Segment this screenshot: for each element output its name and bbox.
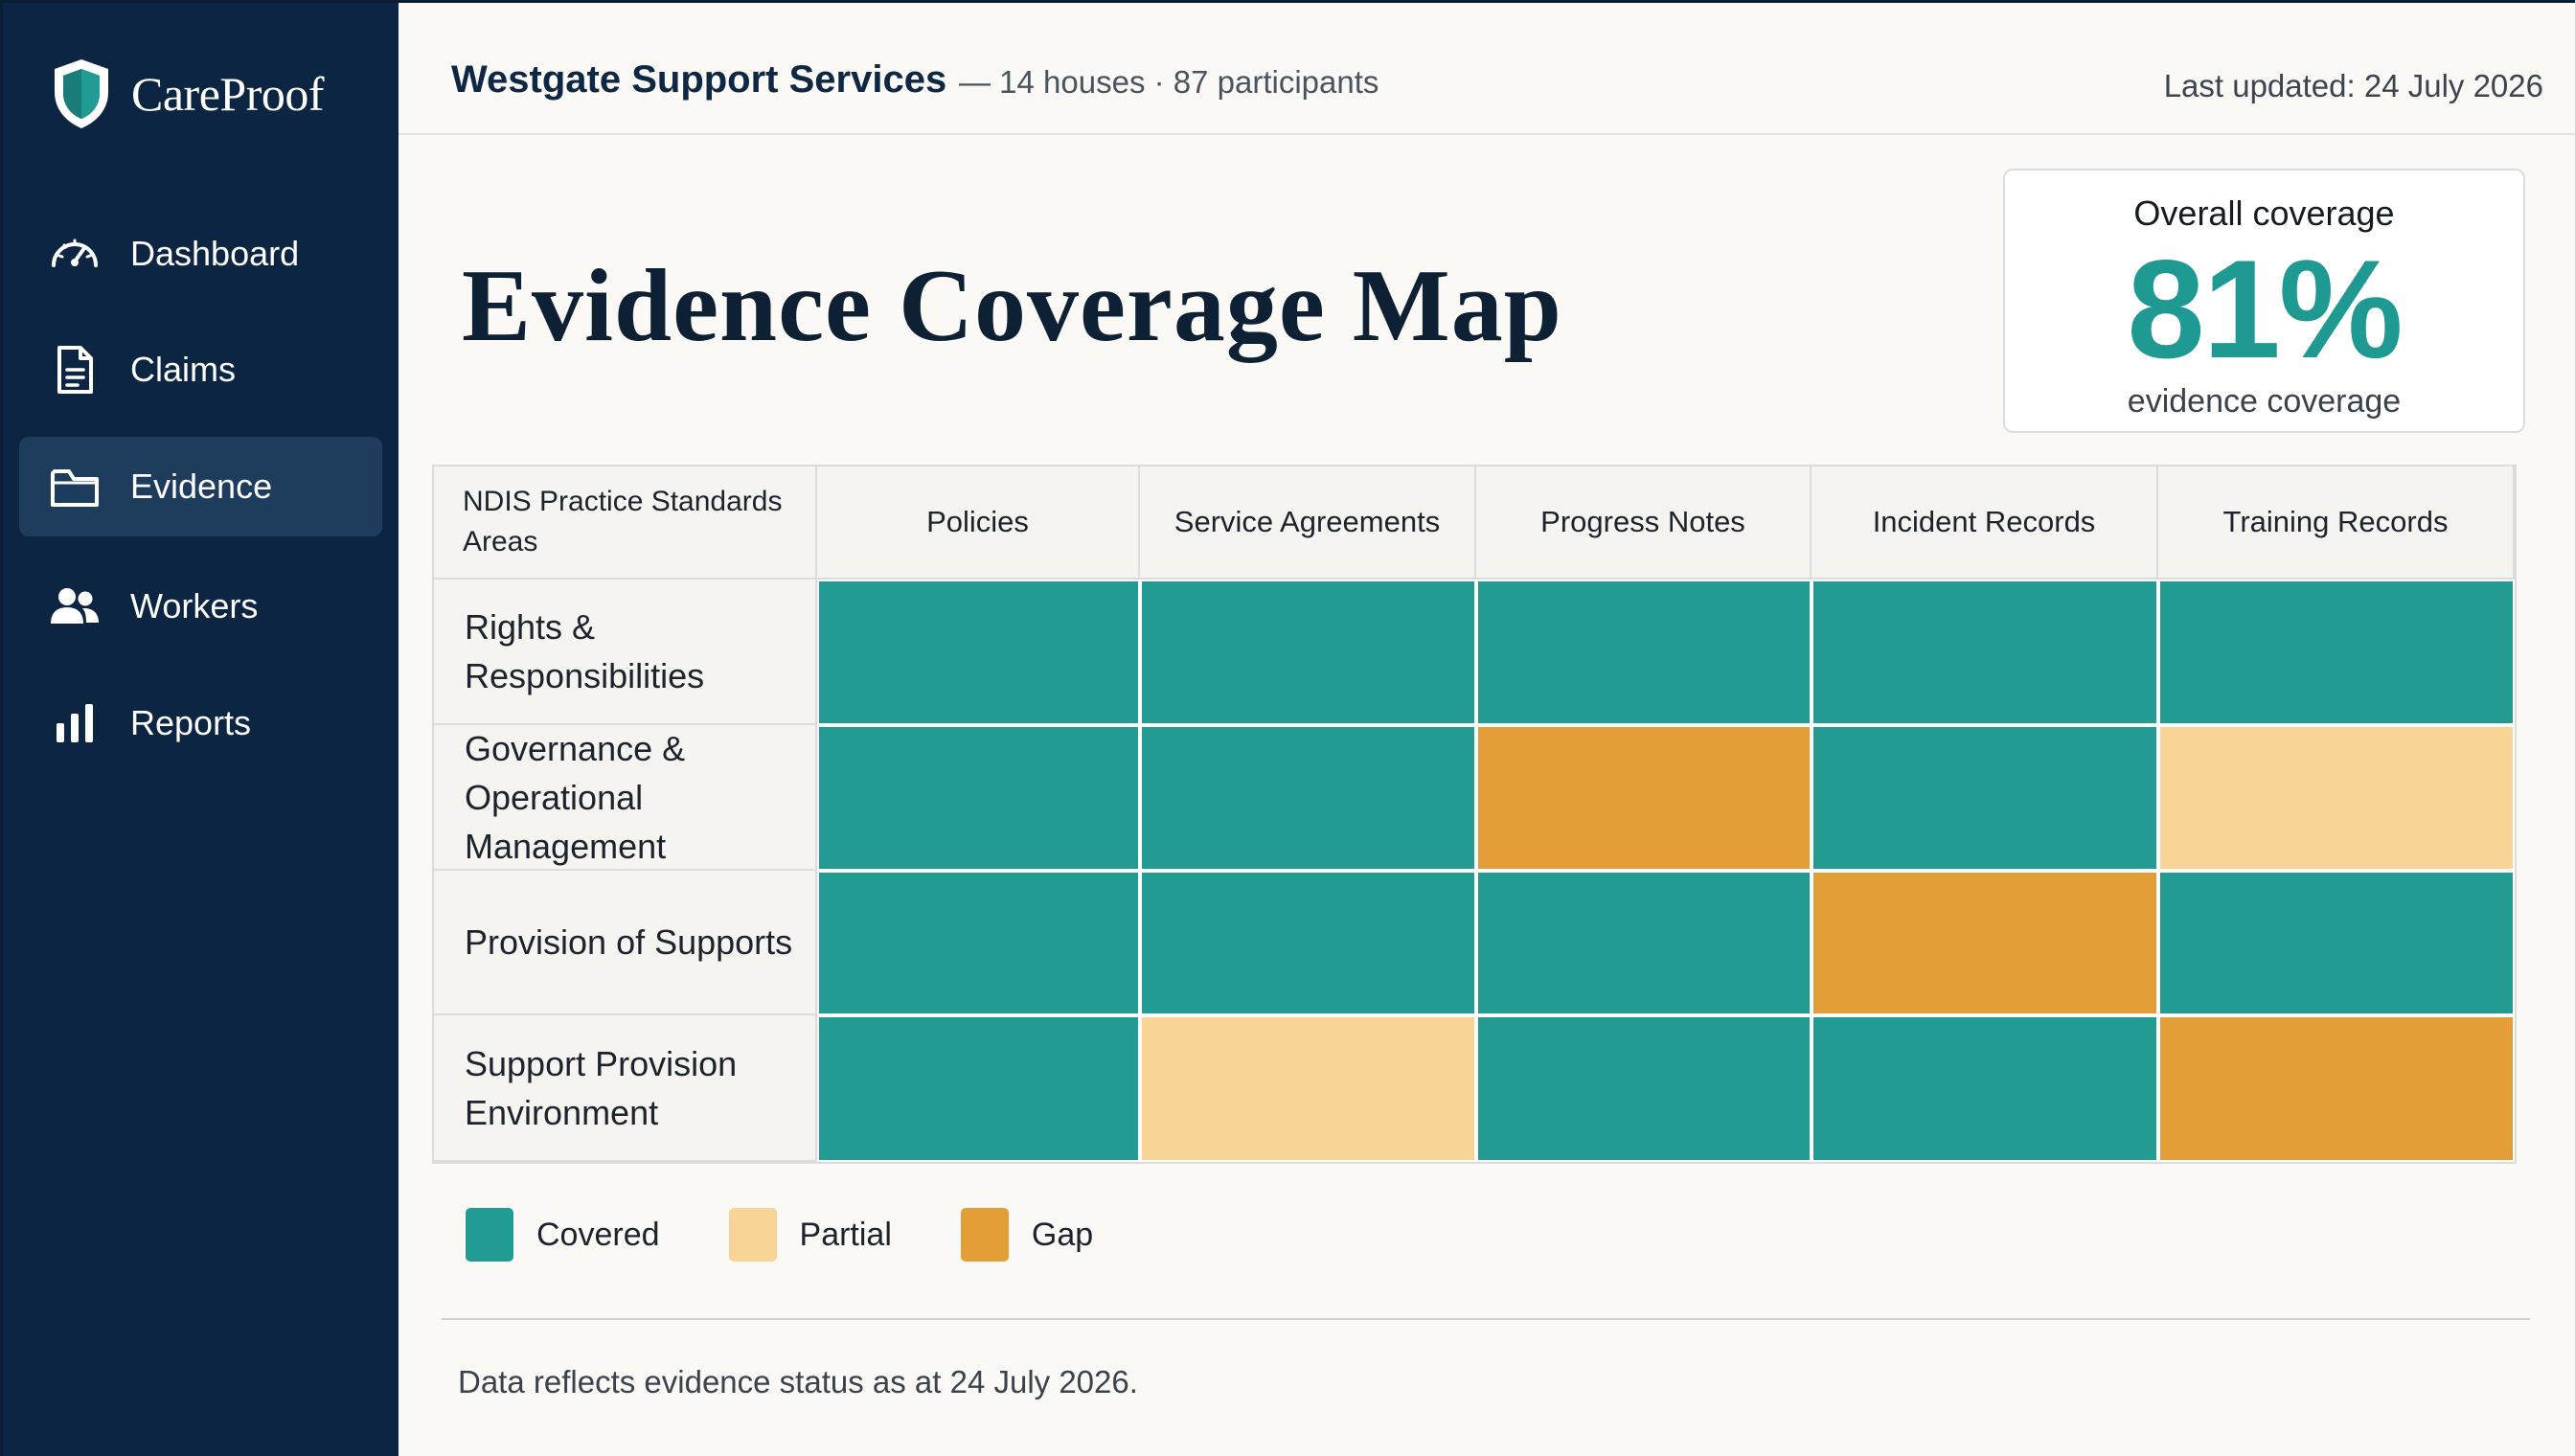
row-header: Governance & Operational Management — [434, 725, 817, 871]
legend-swatch-partial — [728, 1208, 777, 1262]
legend-item-partial: Partial — [728, 1208, 892, 1262]
legend-label: Covered — [536, 1216, 660, 1253]
organisation-meta: — 14 houses · 87 participants — [959, 64, 1379, 100]
column-header[interactable]: Service Agreements — [1140, 466, 1476, 580]
coverage-cell-covered[interactable] — [1476, 580, 1812, 725]
coverage-cell-covered[interactable] — [1812, 580, 2158, 725]
folder-icon — [51, 469, 99, 507]
coverage-cell-covered[interactable] — [1140, 580, 1476, 725]
kpi-subtitle: evidence coverage — [2127, 383, 2402, 420]
page-title: Evidence Coverage Map — [462, 249, 1562, 363]
footnote: Data reflects evidence status as at 24 J… — [458, 1364, 1138, 1399]
column-header[interactable]: Training Records — [2158, 466, 2515, 580]
coverage-cell-covered[interactable] — [817, 1015, 1140, 1162]
legend: Covered Partial Gap — [466, 1206, 1162, 1263]
coverage-cell-covered[interactable] — [1812, 1015, 2158, 1162]
divider — [442, 1318, 2530, 1320]
last-updated: Last updated: 24 July 2026 — [2163, 68, 2543, 103]
users-icon — [51, 588, 99, 624]
coverage-cell-gap[interactable] — [2158, 1015, 2515, 1162]
sidebar-item-evidence[interactable]: Evidence — [19, 437, 382, 536]
coverage-cell-covered[interactable] — [1140, 725, 1476, 871]
row-header: Support Provision Environment — [434, 1015, 817, 1162]
legend-swatch-covered — [466, 1208, 513, 1262]
coverage-cell-covered[interactable] — [1476, 871, 1812, 1015]
legend-label: Partial — [799, 1216, 892, 1253]
kpi-value: 81% — [2127, 231, 2403, 387]
bar-chart-icon — [57, 704, 93, 742]
sidebar: CareProof Dashboard Claims — [3, 3, 399, 1456]
coverage-cell-partial[interactable] — [2158, 725, 2515, 871]
shield-logo-icon — [55, 59, 108, 128]
row-header: Provision of Supports — [434, 871, 817, 1015]
coverage-cell-gap[interactable] — [1812, 871, 2158, 1015]
column-header[interactable]: Incident Records — [1812, 466, 2158, 580]
coverage-cell-covered[interactable] — [817, 725, 1140, 871]
organisation-name: Westgate Support Services — [451, 58, 947, 101]
legend-item-gap: Gap — [960, 1208, 1094, 1262]
coverage-cell-covered[interactable] — [817, 871, 1140, 1015]
top-bar: Westgate Support Services — 14 houses · … — [399, 3, 2575, 135]
legend-swatch-gap — [960, 1208, 1009, 1262]
coverage-cell-covered[interactable] — [2158, 871, 2515, 1015]
column-header[interactable]: Progress Notes — [1476, 466, 1812, 580]
legend-item-covered: Covered — [466, 1208, 660, 1262]
matrix-corner-label: NDIS Practice Standards Areas — [434, 466, 817, 580]
coverage-cell-covered[interactable] — [1476, 1015, 1812, 1162]
coverage-cell-covered[interactable] — [1140, 871, 1476, 1015]
row-header: Rights & Responsibilities — [434, 580, 817, 725]
brand-logo[interactable]: CareProof — [49, 56, 325, 132]
gauge-icon — [52, 239, 98, 267]
coverage-matrix: NDIS Practice Standards Areas Policies Ser… — [432, 465, 2517, 1164]
sidebar-item-claims[interactable]: Claims — [19, 320, 382, 420]
legend-label: Gap — [1031, 1216, 1094, 1253]
sidebar-item-label: Reports — [130, 703, 252, 742]
brand-name: CareProof — [131, 67, 325, 121]
main-content: Westgate Support Services — 14 houses · … — [399, 3, 2575, 1456]
kpi-title: Overall coverage — [2133, 193, 2395, 233]
sidebar-item-dashboard[interactable]: Dashboard — [19, 204, 382, 304]
sidebar-item-workers[interactable]: Workers — [19, 557, 382, 656]
overall-coverage-card: Overall coverage 81% evidence coverage — [2003, 169, 2525, 433]
document-icon — [57, 346, 93, 394]
sidebar-item-label: Evidence — [130, 466, 273, 506]
coverage-cell-gap[interactable] — [1476, 725, 1812, 871]
sidebar-item-label: Dashboard — [130, 234, 300, 273]
coverage-cell-covered[interactable] — [2158, 580, 2515, 725]
sidebar-item-reports[interactable]: Reports — [19, 673, 382, 773]
coverage-cell-covered[interactable] — [1812, 725, 2158, 871]
sidebar-item-label: Claims — [130, 350, 237, 389]
coverage-cell-covered[interactable] — [817, 580, 1140, 725]
coverage-cell-partial[interactable] — [1140, 1015, 1476, 1162]
sidebar-item-label: Workers — [130, 586, 259, 626]
column-header[interactable]: Policies — [817, 466, 1140, 580]
